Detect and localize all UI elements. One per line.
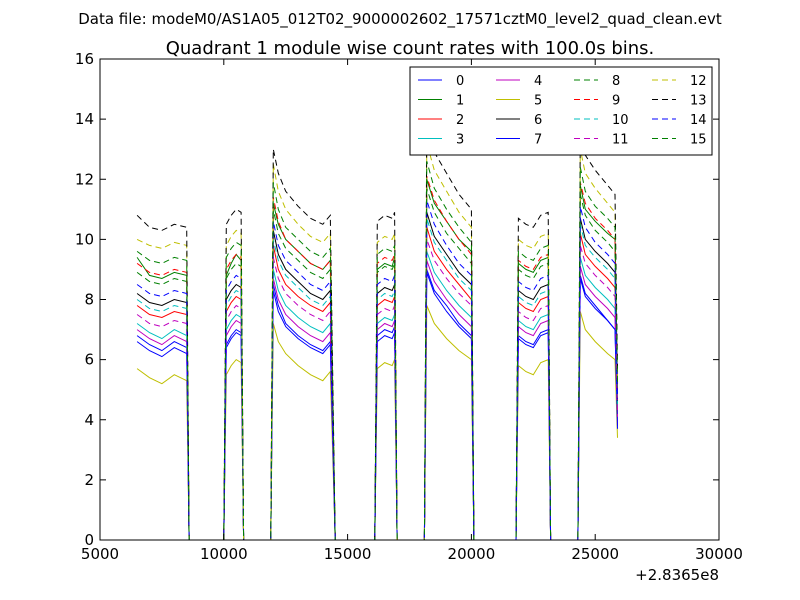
x-tick-label: 25000 [571,545,619,563]
y-tick-label: 16 [75,50,94,68]
legend-label-8: 8 [612,74,620,89]
y-tick-label: 10 [75,230,94,248]
legend-label-9: 9 [612,94,620,109]
y-tick-label: 14 [75,110,94,128]
legend-label-3: 3 [456,133,464,148]
y-tick-label: 4 [84,411,94,429]
legend-label-5: 5 [534,94,542,109]
legend-label-10: 10 [612,113,629,128]
legend-label-0: 0 [456,74,464,89]
legend-label-11: 11 [612,133,629,148]
legend-label-1: 1 [456,94,464,109]
y-tick-label: 2 [84,471,94,489]
x-tick-label: 20000 [448,545,496,563]
y-tick-label: 8 [84,291,94,309]
legend-label-15: 15 [690,133,707,148]
x-offset-label: +2.8365e8 [635,566,719,584]
legend-label-12: 12 [690,74,707,89]
x-tick-label: 15000 [324,545,372,563]
x-tick-label: 5000 [81,545,119,563]
series-lines [136,124,618,541]
x-tick-label: 30000 [695,545,743,563]
y-tick-label: 0 [84,531,94,549]
y-tick-label: 12 [75,170,94,188]
y-tick-label: 6 [84,351,94,369]
legend-label-14: 14 [690,113,707,128]
axis-ticks: 5000 10000 15000 20000 25000 3000002468101214… [75,50,743,563]
series-line-15 [136,161,618,541]
x-tick-label: 10000 [200,545,248,563]
legend-label-4: 4 [534,74,542,89]
legend-box [409,66,713,156]
chart-title: Quadrant 1 module wise count rates with … [166,38,655,59]
legend-label-7: 7 [534,133,542,148]
legend-label-13: 13 [690,94,707,109]
datafile-label: Data file: modeM0/AS1A05_012T02_90000026… [78,10,722,29]
legend-label-6: 6 [534,113,542,128]
legend-label-2: 2 [456,113,464,128]
